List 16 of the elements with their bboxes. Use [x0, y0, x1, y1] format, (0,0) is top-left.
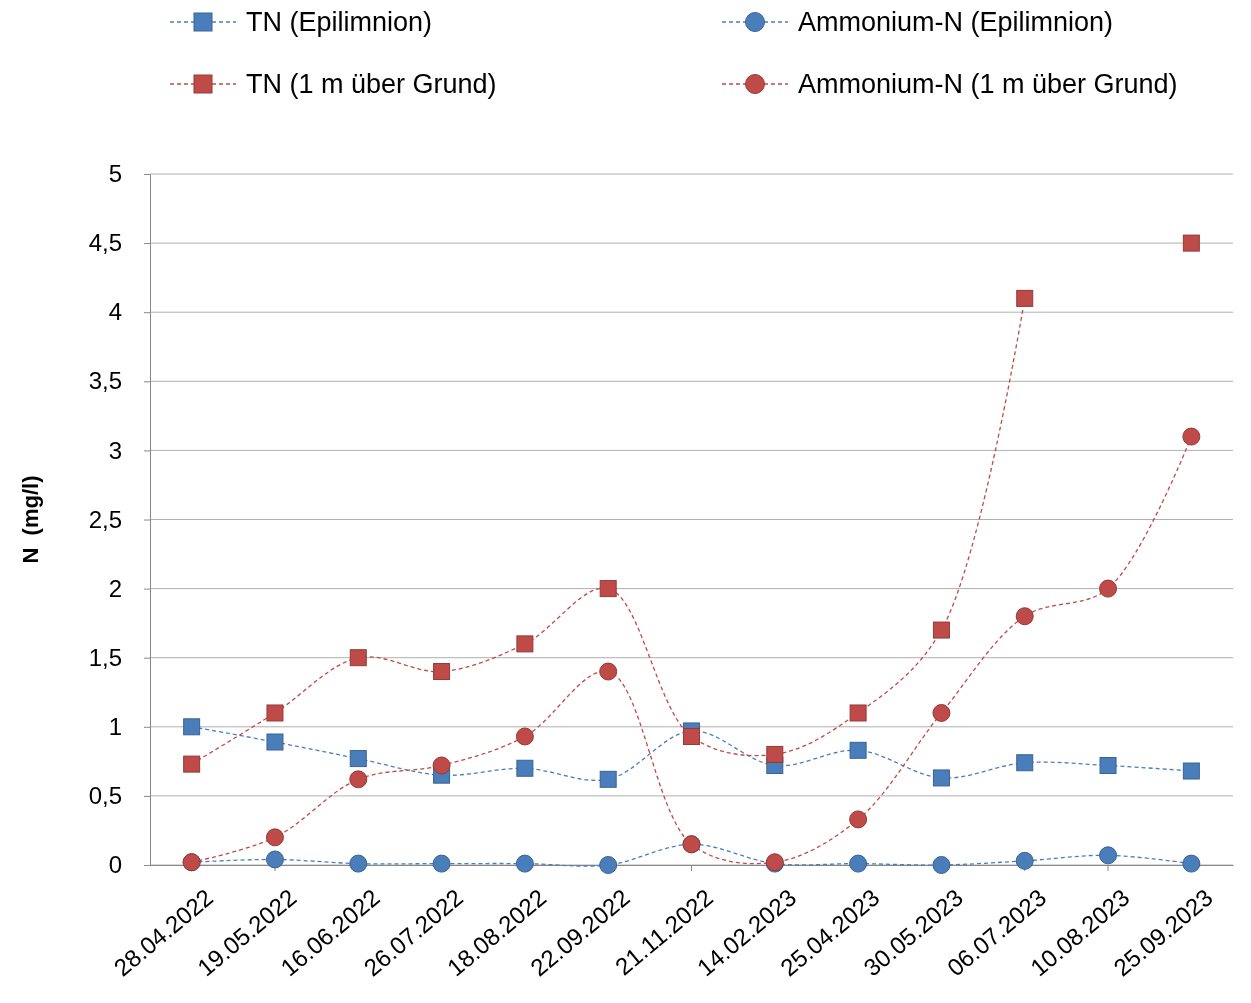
y-tick-label: 3 — [108, 436, 122, 464]
y-tick-label: 4 — [108, 298, 122, 326]
legend-label: Ammonium-N (1 m über Grund) — [798, 69, 1178, 100]
y-tick-label: 2,5 — [88, 505, 122, 533]
y-tick-label: 4,5 — [88, 229, 122, 257]
y-axis-title: N (mg/l) — [18, 475, 43, 564]
y-tick-label: 2 — [108, 574, 122, 602]
y-tick-label: 3,5 — [88, 367, 122, 395]
y-tick-label: 0,5 — [88, 782, 122, 810]
y-tick-label: 5 — [108, 160, 122, 188]
legend-label: TN (Epilimnion) — [246, 7, 433, 38]
legend-label: TN (1 m über Grund) — [246, 69, 497, 100]
y-tick-label: 0 — [108, 851, 122, 879]
y-tick-label: 1 — [108, 712, 122, 740]
legend-label: Ammonium-N (Epilimnion) — [798, 7, 1114, 38]
y-tick-label: 1,5 — [88, 643, 122, 671]
